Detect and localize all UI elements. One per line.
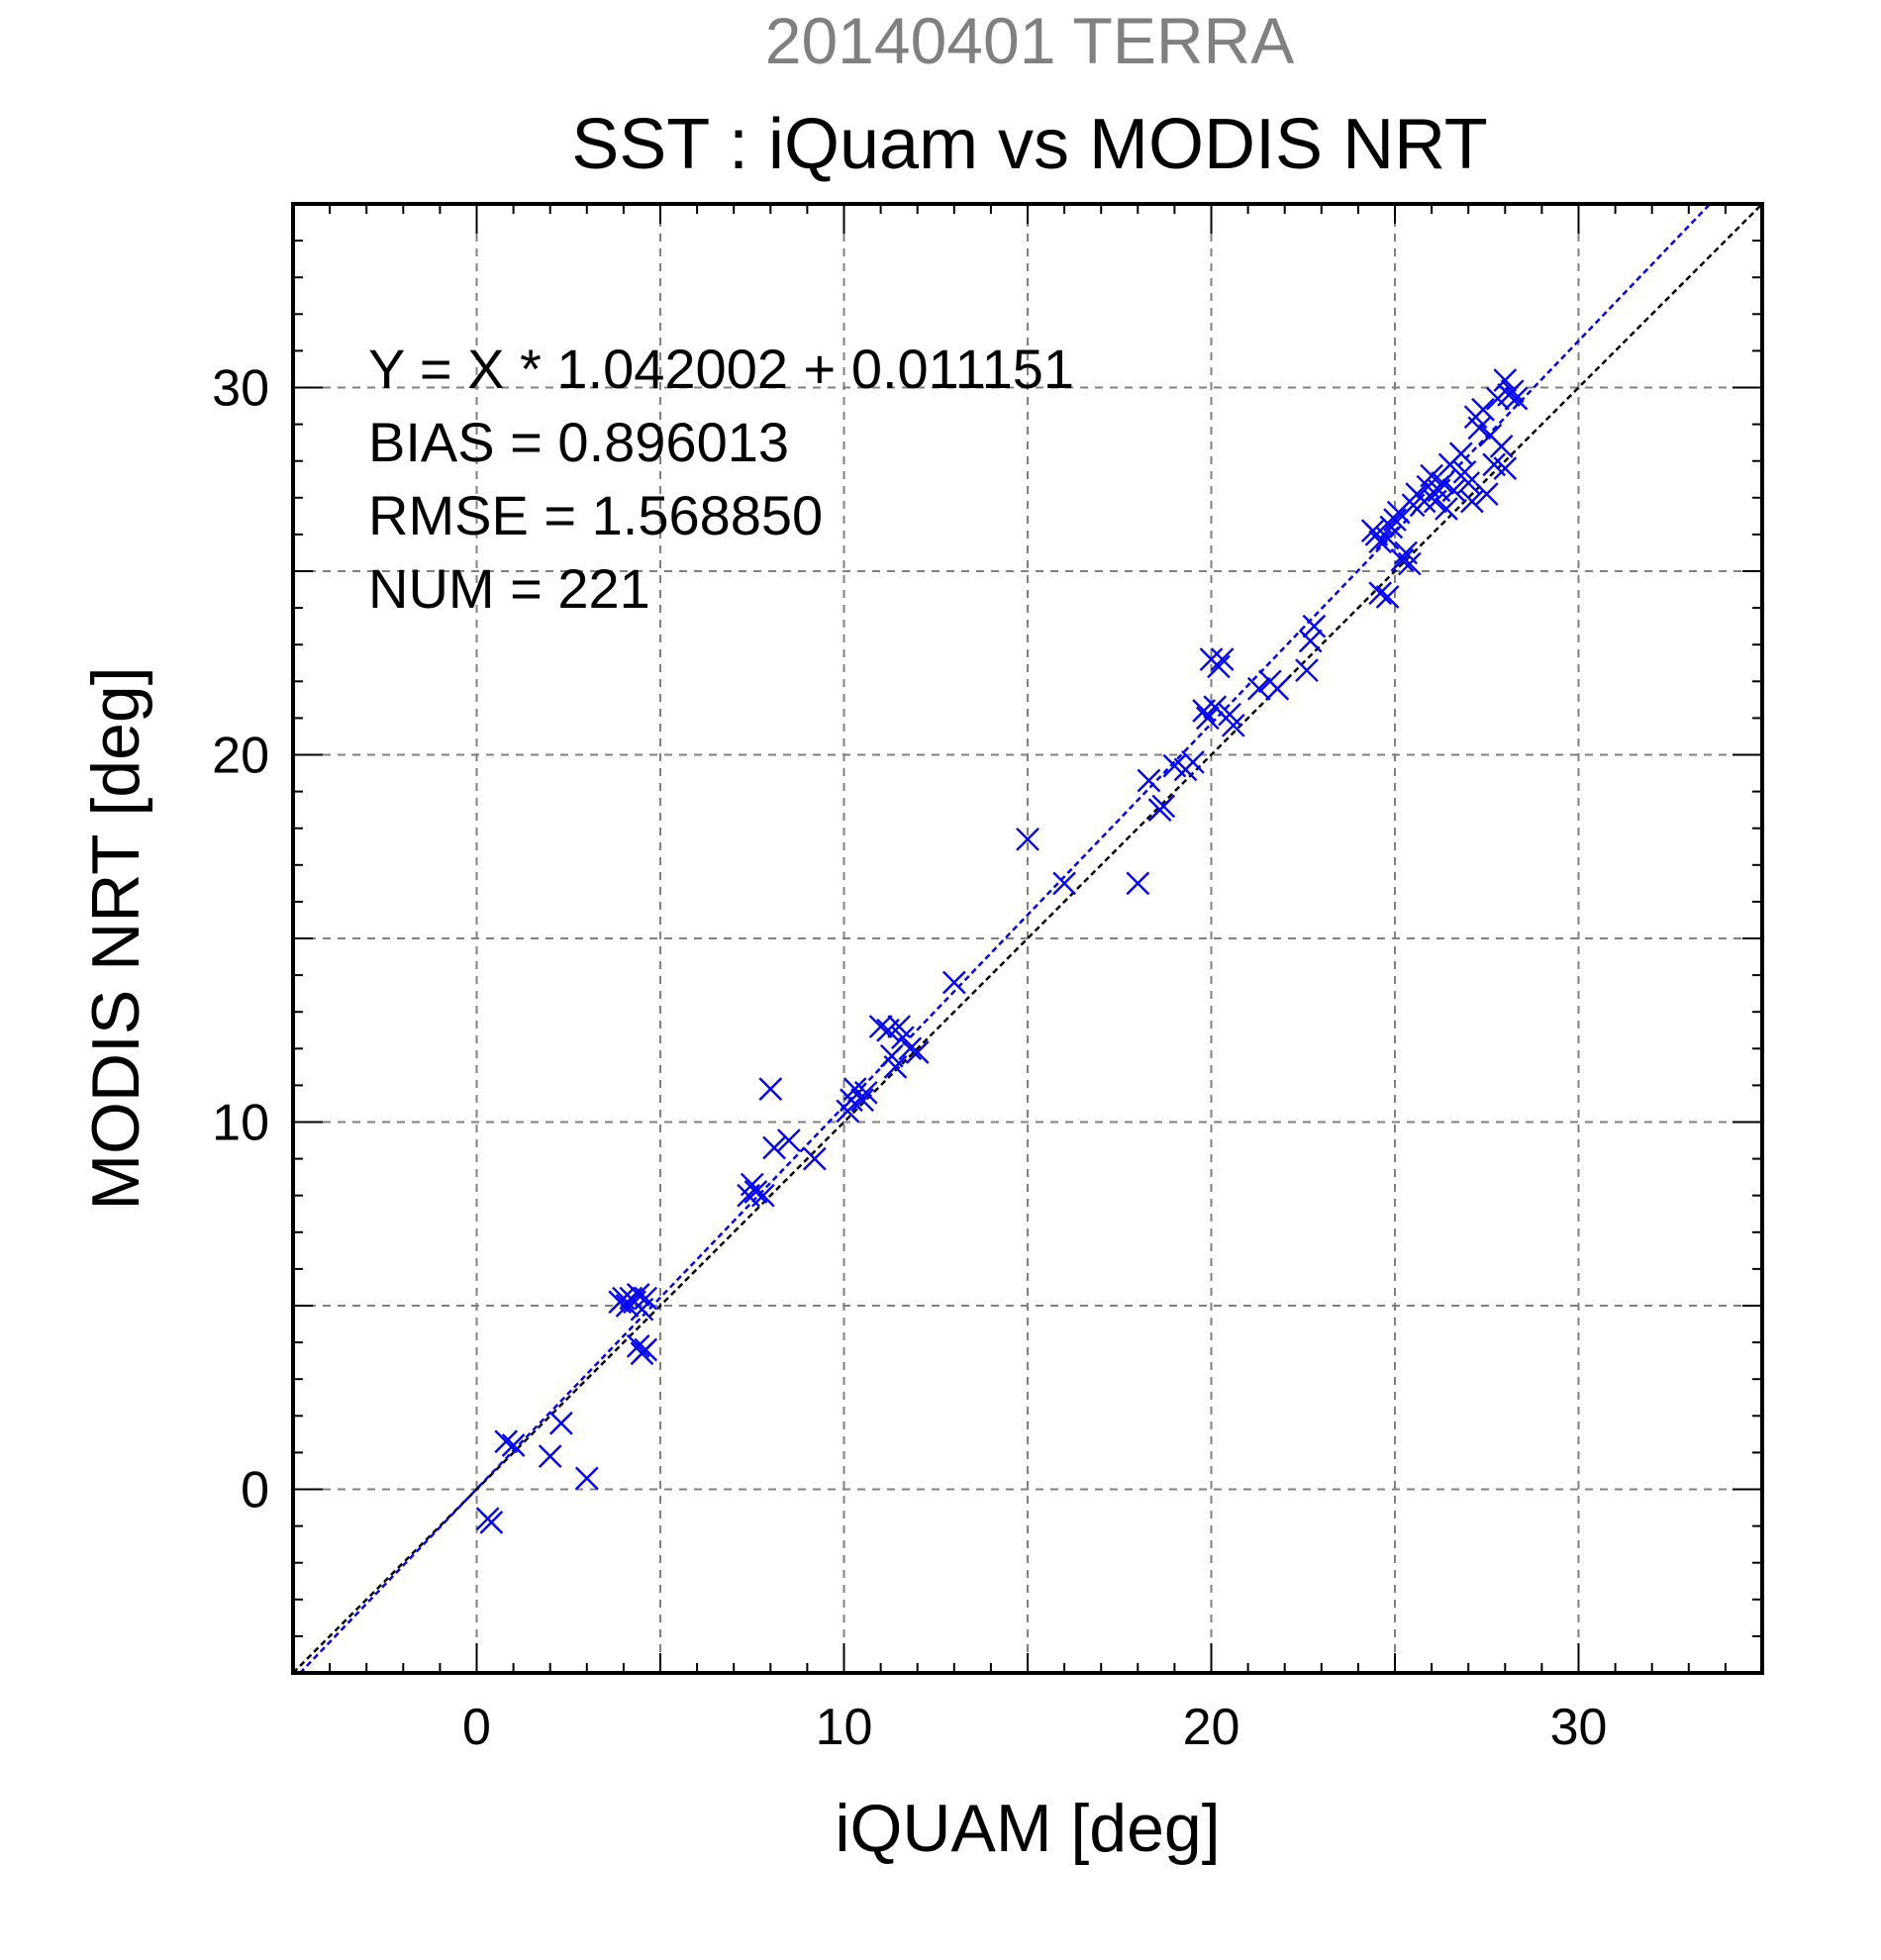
x-tick-label: 0: [462, 1699, 491, 1756]
data-point: [1298, 629, 1323, 653]
x-axis-label: iQUAM [deg]: [835, 1791, 1220, 1866]
chart-supertitle: 20140401 TERRA: [765, 4, 1294, 77]
data-point: [1016, 827, 1040, 851]
data-point: [626, 1283, 650, 1307]
y-tick-label: 10: [212, 1095, 269, 1152]
data-point: [1397, 551, 1422, 576]
x-tick-label: 10: [816, 1699, 873, 1756]
stats-bias: BIAS = 0.896013: [368, 411, 789, 473]
x-tick-label: 30: [1550, 1699, 1608, 1756]
data-point: [1448, 441, 1473, 466]
data-point: [548, 1411, 573, 1435]
y-tick-label: 30: [212, 360, 269, 418]
y-axis-label: MODIS NRT [deg]: [78, 666, 153, 1210]
data-point: [1375, 585, 1400, 609]
y-tick-label: 20: [212, 728, 269, 785]
data-point: [1181, 750, 1205, 774]
data-point: [1052, 871, 1076, 896]
data-point: [1500, 379, 1525, 404]
data-point: [1504, 386, 1529, 411]
stats-box: Y = X * 1.042002 + 0.011151 BIAS = 0.896…: [368, 338, 1074, 620]
data-point: [1467, 416, 1492, 441]
data-point: [479, 1511, 504, 1534]
data-point: [494, 1429, 519, 1454]
data-point: [1431, 471, 1455, 495]
data-point: [1151, 794, 1176, 819]
data-point: [1126, 871, 1150, 896]
data-points: [475, 368, 1529, 1534]
data-point: [905, 1040, 930, 1064]
data-point: [634, 1286, 658, 1311]
data-point: [1195, 706, 1220, 731]
data-point: [1210, 647, 1235, 671]
data-point: [883, 1055, 908, 1079]
data-point: [751, 1183, 775, 1208]
data-point: [1221, 713, 1245, 737]
data-point: [1379, 515, 1404, 539]
stats-num: NUM = 221: [368, 557, 650, 620]
data-point: [538, 1444, 562, 1468]
data-point: [743, 1180, 768, 1204]
data-point: [802, 1146, 827, 1171]
data-point: [1137, 768, 1161, 793]
data-point: [1474, 482, 1499, 506]
reference-lines: [293, 204, 1762, 1673]
data-point: [898, 1036, 923, 1061]
data-point: [762, 1135, 786, 1160]
tick-labels: 0 10 20 30 0 10 20 30: [212, 360, 1607, 1757]
data-point: [1383, 508, 1407, 532]
data-point: [777, 1128, 801, 1152]
data-point: [1390, 548, 1415, 572]
data-point: [1295, 658, 1319, 683]
data-point: [1420, 463, 1443, 488]
data-point: [626, 1333, 650, 1358]
data-point: [634, 1337, 658, 1362]
data-point: [1265, 676, 1290, 701]
data-point: [1246, 676, 1271, 701]
data-point: [853, 1080, 878, 1105]
data-point: [1493, 456, 1518, 480]
data-point: [1456, 471, 1481, 495]
y-tick-label: 0: [241, 1462, 269, 1519]
data-point: [1412, 489, 1436, 514]
data-point: [1386, 500, 1411, 525]
data-point: [758, 1077, 783, 1101]
data-point: [1471, 397, 1495, 422]
data-point: [868, 1015, 893, 1038]
data-point: [501, 1433, 526, 1457]
x-tick-label: 20: [1183, 1699, 1240, 1756]
data-point: [1435, 497, 1458, 521]
stats-fit-equation: Y = X * 1.042002 + 0.011151: [368, 338, 1074, 400]
stats-rmse: RMSE = 1.568850: [368, 484, 823, 546]
data-point: [941, 970, 966, 995]
data-point: [574, 1466, 599, 1491]
data-point: [1493, 368, 1518, 392]
plot-frame: [291, 202, 1764, 1675]
data-point: [1460, 489, 1484, 514]
data-point: [850, 1088, 874, 1113]
data-point: [1203, 695, 1228, 720]
data-point: [1207, 654, 1231, 679]
chart-title: SST : iQuam vs MODIS NRT: [571, 105, 1488, 184]
data-point: [1302, 614, 1327, 638]
data-point: [1368, 530, 1393, 554]
data-point: [1441, 478, 1466, 503]
fit-line: [298, 204, 1712, 1673]
data-point: [1489, 435, 1514, 458]
data-point: [1368, 581, 1393, 606]
